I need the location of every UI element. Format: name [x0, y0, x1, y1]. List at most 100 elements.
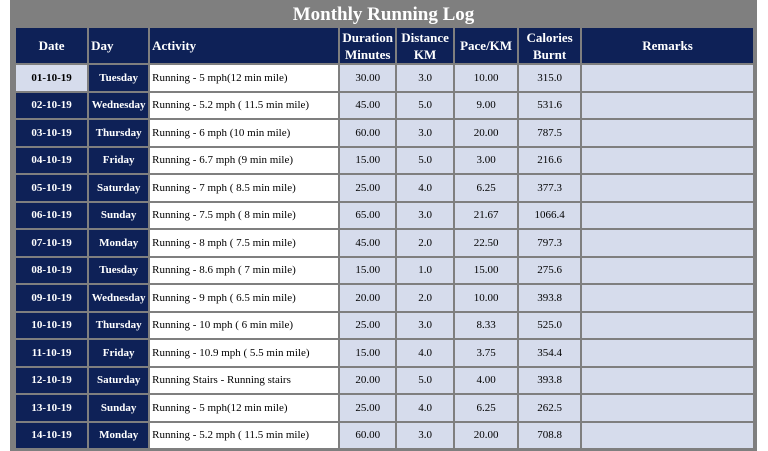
- distance-cell[interactable]: 3.0: [397, 312, 454, 338]
- remarks-cell[interactable]: [582, 175, 753, 201]
- distance-cell[interactable]: 5.0: [397, 367, 454, 393]
- day-cell[interactable]: Friday: [89, 147, 149, 173]
- pace-cell[interactable]: 3.00: [455, 147, 518, 173]
- calories-cell[interactable]: 797.3: [519, 230, 581, 256]
- day-cell[interactable]: Monday: [89, 230, 149, 256]
- distance-cell[interactable]: 4.0: [397, 340, 454, 366]
- calories-cell[interactable]: 354.4: [519, 340, 581, 366]
- duration-cell[interactable]: 15.00: [340, 340, 396, 366]
- date-cell[interactable]: 01-10-19: [16, 65, 88, 91]
- calories-cell[interactable]: 787.5: [519, 120, 581, 146]
- calories-cell[interactable]: 216.6: [519, 147, 581, 173]
- activity-cell[interactable]: Running - 6 mph (10 min mile): [150, 120, 339, 146]
- activity-cell[interactable]: Running - 5.2 mph ( 11.5 min mile): [150, 92, 339, 118]
- column-header-day[interactable]: Day: [89, 28, 149, 63]
- activity-cell[interactable]: Running - 10 mph ( 6 min mile): [150, 312, 339, 338]
- distance-cell[interactable]: 3.0: [397, 120, 454, 146]
- distance-cell[interactable]: 5.0: [397, 92, 454, 118]
- pace-cell[interactable]: 10.00: [455, 65, 518, 91]
- column-header-duration[interactable]: Duration Minutes: [340, 28, 396, 63]
- day-cell[interactable]: Wednesday: [89, 285, 149, 311]
- date-cell[interactable]: 14-10-19: [16, 422, 88, 448]
- remarks-cell[interactable]: [582, 312, 753, 338]
- duration-cell[interactable]: 25.00: [340, 395, 396, 421]
- day-cell[interactable]: Friday: [89, 340, 149, 366]
- duration-cell[interactable]: 25.00: [340, 175, 396, 201]
- duration-cell[interactable]: 15.00: [340, 257, 396, 283]
- day-cell[interactable]: Monday: [89, 422, 149, 448]
- distance-cell[interactable]: 5.0: [397, 147, 454, 173]
- activity-cell[interactable]: Running - 10.9 mph ( 5.5 min mile): [150, 340, 339, 366]
- activity-cell[interactable]: Running - 8.6 mph ( 7 min mile): [150, 257, 339, 283]
- remarks-cell[interactable]: [582, 395, 753, 421]
- day-cell[interactable]: Saturday: [89, 367, 149, 393]
- date-cell[interactable]: 03-10-19: [16, 120, 88, 146]
- activity-cell[interactable]: Running - 5 mph(12 min mile): [150, 65, 339, 91]
- calories-cell[interactable]: 393.8: [519, 285, 581, 311]
- calories-cell[interactable]: 708.8: [519, 422, 581, 448]
- date-cell[interactable]: 11-10-19: [16, 340, 88, 366]
- activity-cell[interactable]: Running - 7.5 mph ( 8 min mile): [150, 202, 339, 228]
- pace-cell[interactable]: 4.00: [455, 367, 518, 393]
- column-header-distance[interactable]: Distance KM: [397, 28, 454, 63]
- duration-cell[interactable]: 30.00: [340, 65, 396, 91]
- pace-cell[interactable]: 3.75: [455, 340, 518, 366]
- duration-cell[interactable]: 20.00: [340, 285, 396, 311]
- remarks-cell[interactable]: [582, 340, 753, 366]
- date-cell[interactable]: 07-10-19: [16, 230, 88, 256]
- day-cell[interactable]: Thursday: [89, 312, 149, 338]
- calories-cell[interactable]: 525.0: [519, 312, 581, 338]
- date-cell[interactable]: 13-10-19: [16, 395, 88, 421]
- day-cell[interactable]: Sunday: [89, 202, 149, 228]
- calories-cell[interactable]: 262.5: [519, 395, 581, 421]
- pace-cell[interactable]: 15.00: [455, 257, 518, 283]
- day-cell[interactable]: Saturday: [89, 175, 149, 201]
- distance-cell[interactable]: 2.0: [397, 230, 454, 256]
- pace-cell[interactable]: 6.25: [455, 175, 518, 201]
- duration-cell[interactable]: 45.00: [340, 230, 396, 256]
- calories-cell[interactable]: 275.6: [519, 257, 581, 283]
- column-header-calories[interactable]: Calories Burnt: [519, 28, 581, 63]
- activity-cell[interactable]: Running - 6.7 mph (9 min mile): [150, 147, 339, 173]
- duration-cell[interactable]: 20.00: [340, 367, 396, 393]
- activity-cell[interactable]: Running - 7 mph ( 8.5 min mile): [150, 175, 339, 201]
- pace-cell[interactable]: 9.00: [455, 92, 518, 118]
- duration-cell[interactable]: 60.00: [340, 120, 396, 146]
- column-header-pace[interactable]: Pace/KM: [455, 28, 518, 63]
- duration-cell[interactable]: 65.00: [340, 202, 396, 228]
- remarks-cell[interactable]: [582, 147, 753, 173]
- pace-cell[interactable]: 20.00: [455, 422, 518, 448]
- date-cell[interactable]: 05-10-19: [16, 175, 88, 201]
- pace-cell[interactable]: 22.50: [455, 230, 518, 256]
- date-cell[interactable]: 06-10-19: [16, 202, 88, 228]
- activity-cell[interactable]: Running - 9 mph ( 6.5 min mile): [150, 285, 339, 311]
- remarks-cell[interactable]: [582, 230, 753, 256]
- remarks-cell[interactable]: [582, 120, 753, 146]
- day-cell[interactable]: Thursday: [89, 120, 149, 146]
- remarks-cell[interactable]: [582, 92, 753, 118]
- day-cell[interactable]: Wednesday: [89, 92, 149, 118]
- calories-cell[interactable]: 531.6: [519, 92, 581, 118]
- remarks-cell[interactable]: [582, 367, 753, 393]
- distance-cell[interactable]: 1.0: [397, 257, 454, 283]
- remarks-cell[interactable]: [582, 65, 753, 91]
- activity-cell[interactable]: Running - 8 mph ( 7.5 min mile): [150, 230, 339, 256]
- duration-cell[interactable]: 15.00: [340, 147, 396, 173]
- date-cell[interactable]: 02-10-19: [16, 92, 88, 118]
- duration-cell[interactable]: 60.00: [340, 422, 396, 448]
- distance-cell[interactable]: 3.0: [397, 202, 454, 228]
- activity-cell[interactable]: Running - 5.2 mph ( 11.5 min mile): [150, 422, 339, 448]
- day-cell[interactable]: Sunday: [89, 395, 149, 421]
- calories-cell[interactable]: 377.3: [519, 175, 581, 201]
- duration-cell[interactable]: 45.00: [340, 92, 396, 118]
- date-cell[interactable]: 04-10-19: [16, 147, 88, 173]
- pace-cell[interactable]: 6.25: [455, 395, 518, 421]
- remarks-cell[interactable]: [582, 202, 753, 228]
- remarks-cell[interactable]: [582, 257, 753, 283]
- pace-cell[interactable]: 10.00: [455, 285, 518, 311]
- date-cell[interactable]: 10-10-19: [16, 312, 88, 338]
- activity-cell[interactable]: Running - 5 mph(12 min mile): [150, 395, 339, 421]
- calories-cell[interactable]: 1066.4: [519, 202, 581, 228]
- remarks-cell[interactable]: [582, 285, 753, 311]
- column-header-activity[interactable]: Activity: [150, 28, 339, 63]
